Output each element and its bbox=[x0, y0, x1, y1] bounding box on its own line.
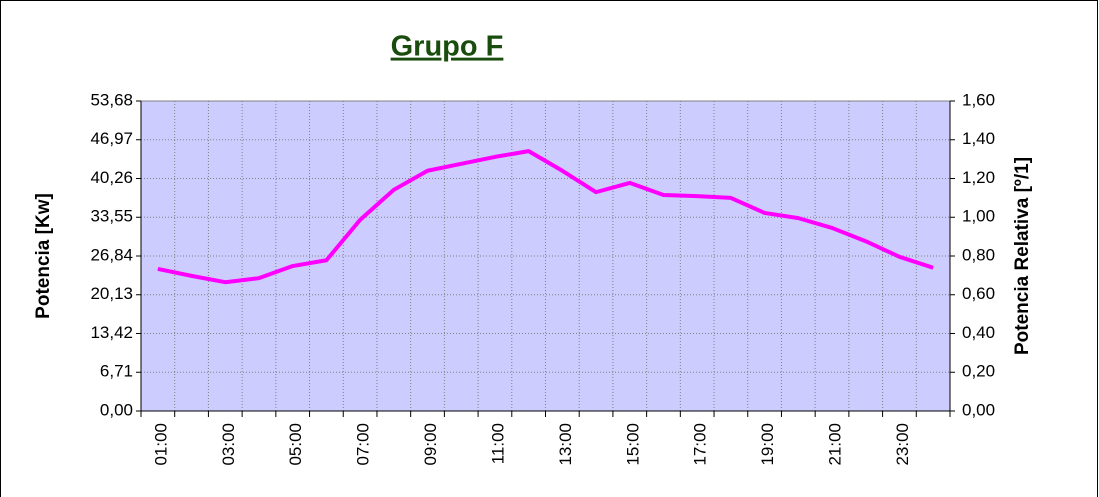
chart-title: Grupo F bbox=[391, 31, 504, 63]
y-tick-label: 26,84 bbox=[90, 245, 133, 264]
y-tick-label: 46,97 bbox=[90, 129, 133, 148]
y2-tick-label: 0,40 bbox=[962, 323, 995, 342]
y2-tick-label: 0,80 bbox=[962, 245, 995, 264]
y-tick-label: 40,26 bbox=[90, 168, 133, 187]
y-tick-label: 6,71 bbox=[100, 362, 133, 381]
y2-tick-label: 1,00 bbox=[962, 207, 995, 226]
x-tick-label: 07:00 bbox=[354, 423, 373, 466]
x-tick-label: 05:00 bbox=[286, 423, 305, 466]
y-tick-label: 0,00 bbox=[100, 400, 133, 419]
series-line bbox=[157, 149, 934, 285]
x-tick-label: 15:00 bbox=[623, 423, 642, 466]
x-tick-label: 19:00 bbox=[758, 423, 777, 466]
y2-tick-label: 0,00 bbox=[962, 400, 995, 419]
y-tick-label: 20,13 bbox=[90, 284, 133, 303]
x-tick-label: 11:00 bbox=[488, 423, 507, 464]
x-tick-label: 03:00 bbox=[219, 423, 238, 466]
x-tick-label: 21:00 bbox=[826, 423, 845, 466]
x-tick-label: 23:00 bbox=[893, 423, 912, 466]
y2-tick-label: 1,60 bbox=[962, 90, 995, 109]
x-tick-label: 01:00 bbox=[151, 423, 170, 466]
y-tick-label: 53,68 bbox=[90, 90, 133, 109]
y2-axis-label: Potencia Relativa [º/1] bbox=[1012, 157, 1033, 355]
y-tick-label: 33,55 bbox=[90, 207, 133, 226]
y2-tick-label: 0,20 bbox=[962, 362, 995, 381]
y-tick-label: 13,42 bbox=[90, 323, 133, 342]
y2-tick-label: 0,60 bbox=[962, 284, 995, 303]
y-axis-label: Potencia [Kw] bbox=[33, 193, 54, 319]
x-tick-label: 09:00 bbox=[421, 423, 440, 466]
y2-tick-label: 1,40 bbox=[962, 129, 995, 148]
y2-tick-label: 1,20 bbox=[962, 168, 995, 187]
x-tick-label: 13:00 bbox=[556, 423, 575, 466]
x-tick-label: 17:00 bbox=[691, 423, 710, 466]
